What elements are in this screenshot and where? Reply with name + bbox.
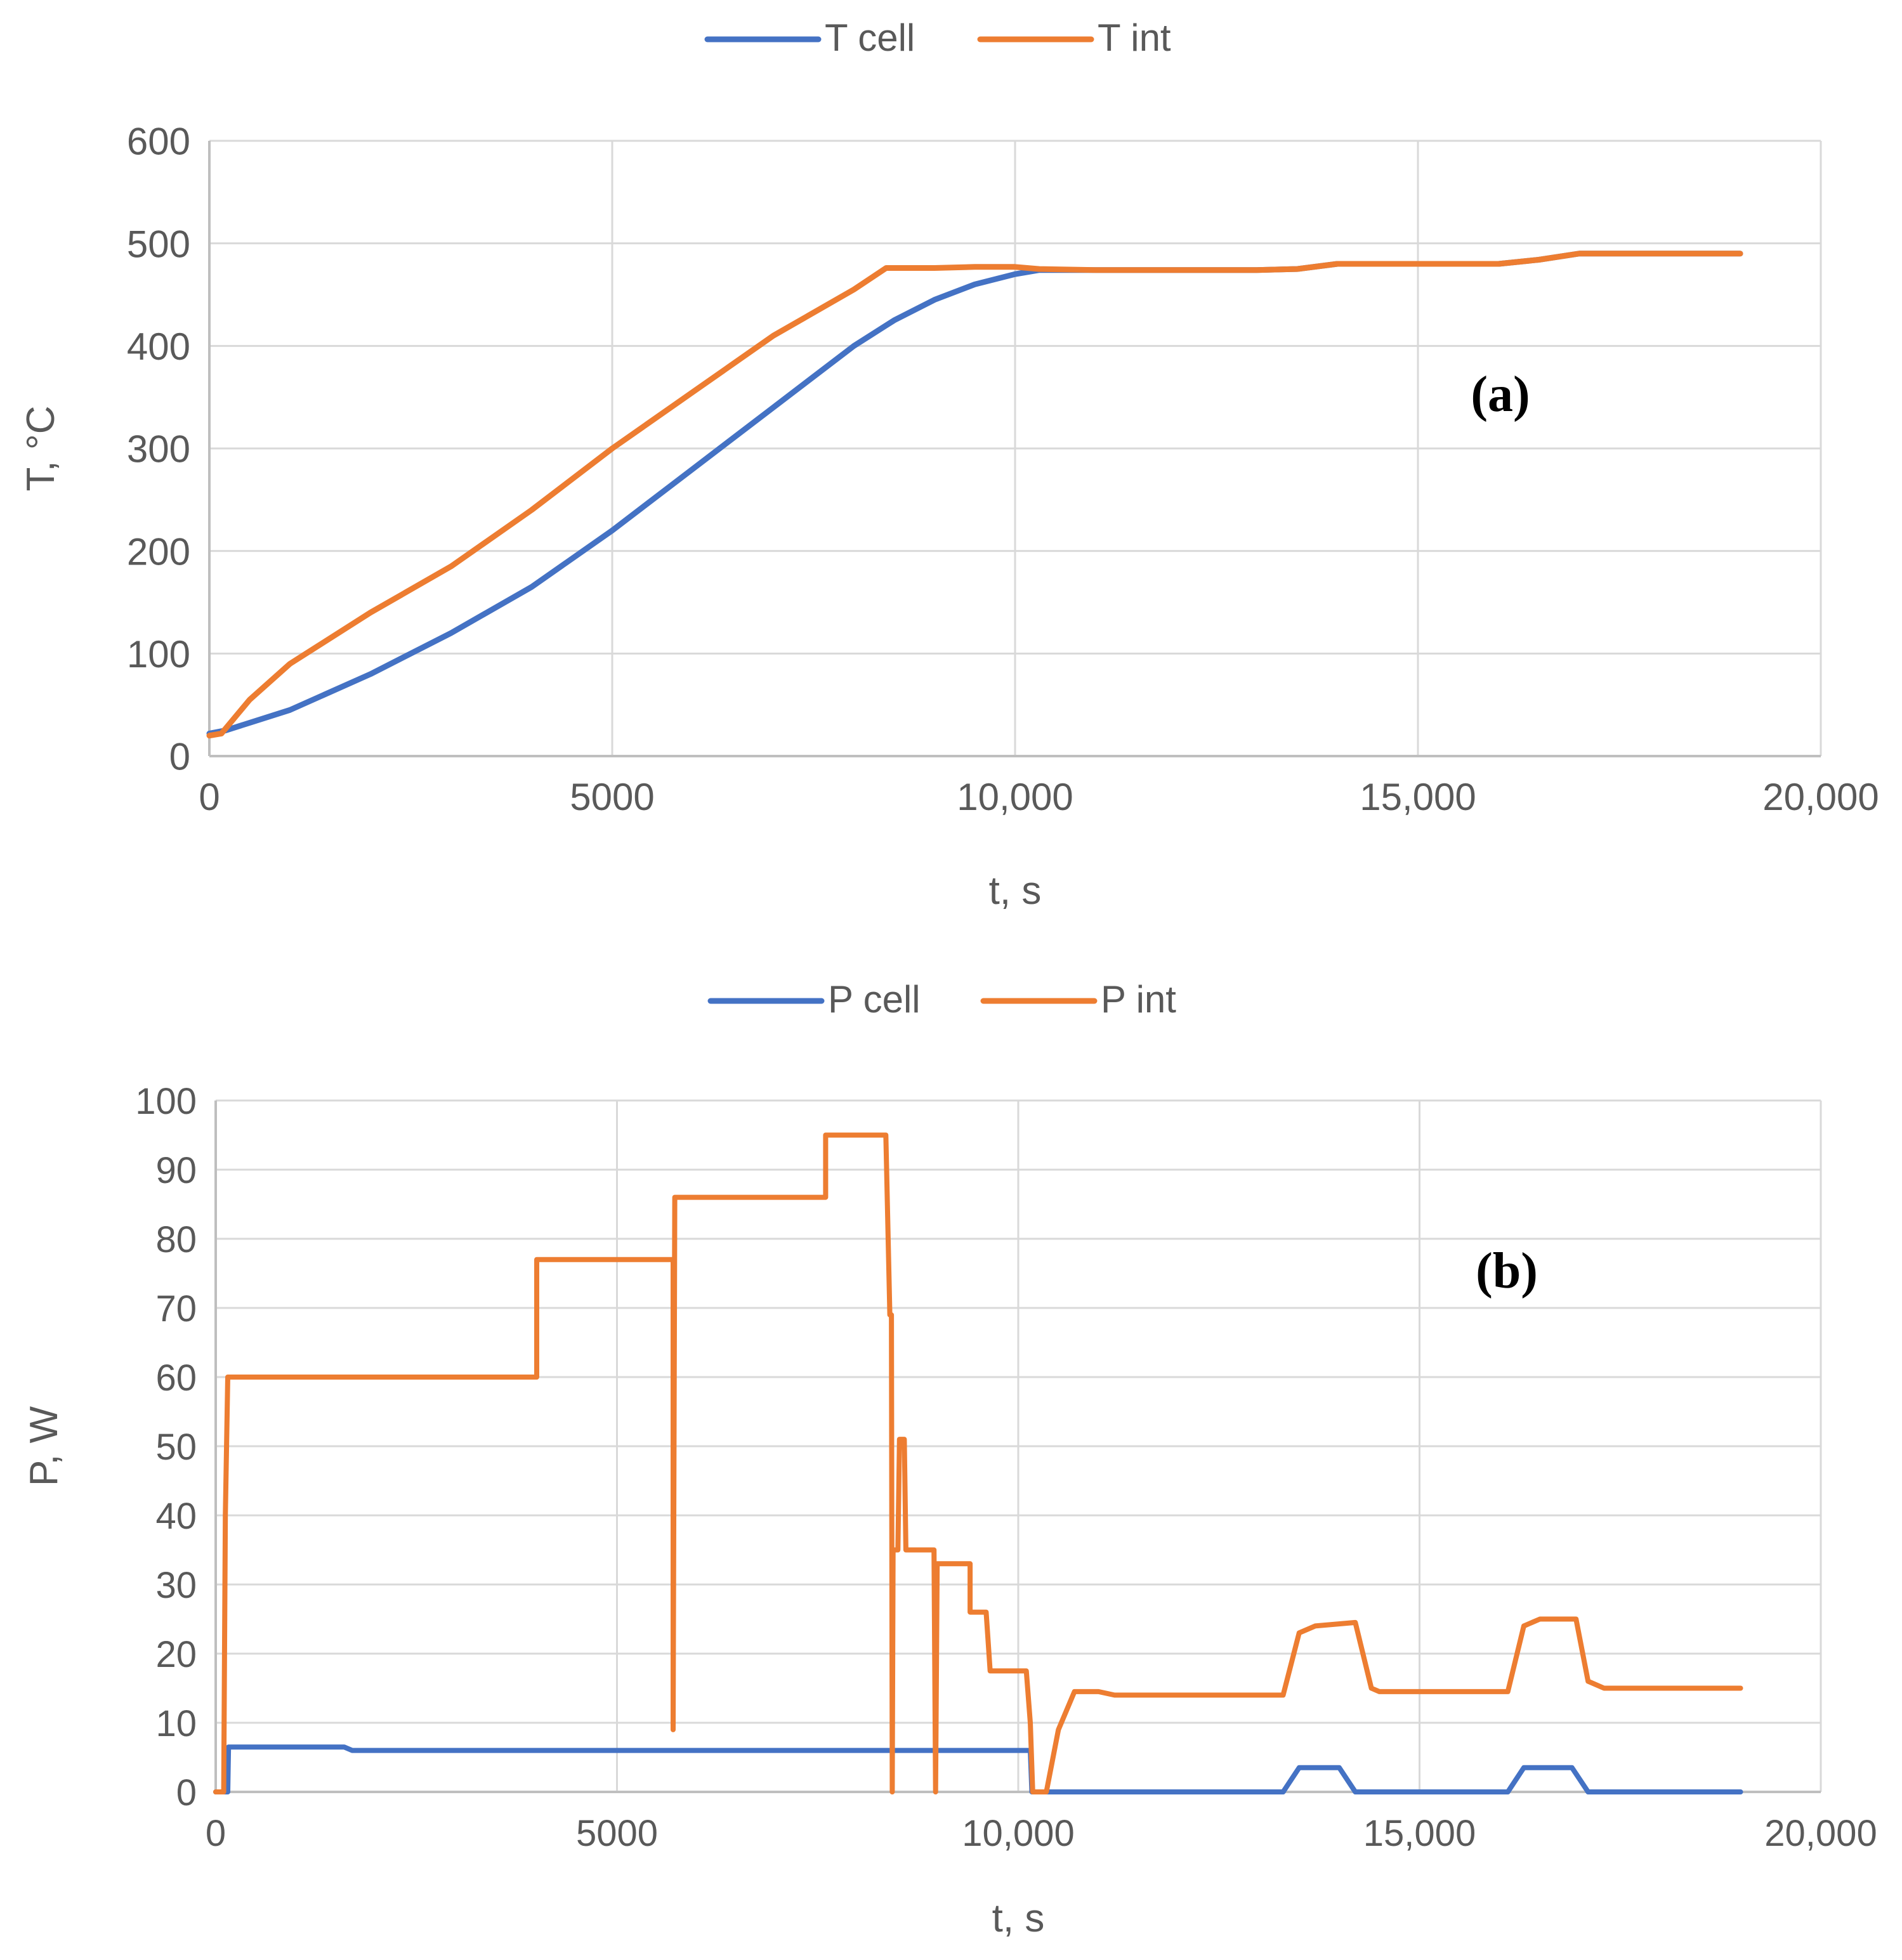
chart-b-y-tick-label: 80 xyxy=(155,1219,197,1260)
chart-b-y-tick-label: 90 xyxy=(155,1150,197,1191)
chart-b-y-tick-label: 40 xyxy=(155,1496,197,1537)
chart-a-axes xyxy=(208,141,1821,757)
chart-a-x-tick-label: 0 xyxy=(199,776,220,818)
chart-a-x-tick-label: 5000 xyxy=(570,776,654,818)
chart-b-x-axis-label: t, s xyxy=(992,1897,1045,1940)
chart-b-series-p-cell-line xyxy=(213,1744,1743,1794)
chart-a-y-tick-label: 100 xyxy=(127,633,190,676)
chart-a-x-tick-label: 10,000 xyxy=(957,776,1073,818)
chart-b-y-tick-label: 10 xyxy=(155,1703,197,1744)
chart-a-series xyxy=(206,251,1743,739)
chart-a-x-tick-label: 20,000 xyxy=(1762,776,1879,818)
chart-b-legend-p-int-label: P int xyxy=(1101,978,1176,1021)
chart-b-x-tick-label: 10,000 xyxy=(962,1813,1074,1854)
chart-a-y-tick-label: 600 xyxy=(127,121,190,163)
chart-a-legend-t-cell-label: T cell xyxy=(825,16,915,59)
chart-b-y-axis-label: P, W xyxy=(22,1406,66,1486)
chart-b-panel-label: (b) xyxy=(1476,1243,1538,1299)
chart-a-x-tick-label: 15,000 xyxy=(1360,776,1476,818)
chart-a: 0 100 200 300 400 500 600 0 5000 10,000 15,000 20,… xyxy=(19,16,1879,913)
chart-a-y-tick-label: 300 xyxy=(127,428,190,471)
chart-a-legend-t-int-label: T int xyxy=(1098,16,1171,59)
chart-a-y-tick-label: 400 xyxy=(127,325,190,368)
chart-a-series-t-int-line xyxy=(206,251,1743,739)
chart-a-x-tick-labels: 0 5000 10,000 15,000 20,000 xyxy=(199,776,1879,818)
chart-a-panel-label: (a) xyxy=(1471,367,1530,422)
chart-b-x-tick-label: 5000 xyxy=(576,1813,658,1854)
chart-a-y-tick-labels: 0 100 200 300 400 500 600 xyxy=(127,121,190,778)
chart-b: 0 10 20 30 40 50 60 70 80 90 100 0 5000 10,000 15,000… xyxy=(22,978,1877,1940)
chart-b-y-tick-label: 100 xyxy=(135,1081,197,1122)
chart-a-y-tick-label: 500 xyxy=(127,223,190,265)
chart-a-y-tick-label: 200 xyxy=(127,530,190,573)
chart-b-y-tick-label: 70 xyxy=(155,1288,197,1330)
chart-b-x-tick-label: 15,000 xyxy=(1363,1813,1476,1854)
chart-b-y-tick-label: 50 xyxy=(155,1427,197,1468)
chart-a-y-tick-label: 0 xyxy=(169,736,190,778)
chart-a-legend[interactable]: T cell T int xyxy=(704,16,1171,59)
chart-b-legend[interactable]: P cell P int xyxy=(707,978,1176,1021)
chart-b-y-tick-label: 30 xyxy=(155,1565,197,1606)
chart-b-legend-p-cell-label: P cell xyxy=(828,978,921,1021)
chart-b-series xyxy=(213,1132,1743,1794)
chart-b-axes xyxy=(214,1101,1821,1793)
chart-b-x-tick-label: 0 xyxy=(206,1813,226,1854)
chart-b-y-tick-label: 60 xyxy=(155,1357,197,1399)
chart-b-y-tick-labels: 0 10 20 30 40 50 60 70 80 90 100 xyxy=(135,1081,197,1813)
chart-b-x-tick-labels: 0 5000 10,000 15,000 20,000 xyxy=(206,1813,1877,1854)
chart-b-series-p-int-line xyxy=(213,1132,1743,1794)
chart-a-y-axis-label: T, °C xyxy=(19,405,63,491)
chart-b-x-tick-label: 20,000 xyxy=(1764,1813,1877,1854)
chart-b-y-tick-label: 20 xyxy=(155,1634,197,1675)
chart-a-x-axis-label: t, s xyxy=(989,869,1042,913)
chart-b-y-tick-label: 0 xyxy=(176,1772,197,1813)
